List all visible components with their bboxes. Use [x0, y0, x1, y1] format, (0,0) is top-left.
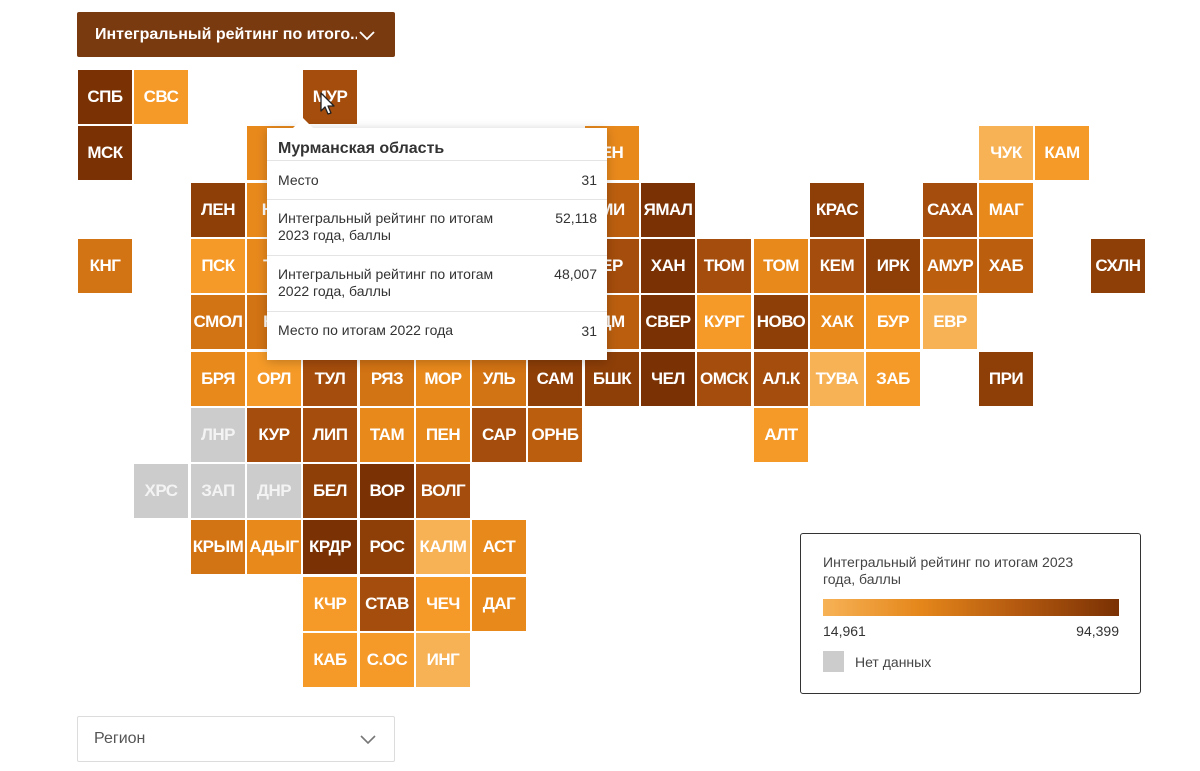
region-tile[interactable]: ПРИ	[979, 352, 1033, 406]
region-tile[interactable]: КАБ	[303, 633, 357, 687]
region-tile[interactable]: ПЕН	[416, 408, 470, 462]
region-tile[interactable]: ТОМ	[754, 239, 808, 293]
region-tile[interactable]: САР	[472, 408, 526, 462]
region-tile[interactable]: ТАМ	[360, 408, 414, 462]
chevron-down-icon	[359, 30, 375, 40]
region-tile[interactable]: БШК	[585, 352, 639, 406]
tooltip-row-rating-2022: Интегральный рейтинг по итогам 2022 года…	[267, 255, 607, 311]
legend-max: 94,399	[1076, 623, 1119, 639]
indicator-dropdown-label: Интегральный рейтинг по итого...	[95, 25, 357, 43]
region-tooltip: Мурманская область Место 31 Интегральный…	[267, 118, 607, 360]
region-tile[interactable]: ТУВА	[810, 352, 864, 406]
region-tile[interactable]: АМУР	[923, 239, 977, 293]
region-tile[interactable]: САМ	[528, 352, 582, 406]
region-tile[interactable]: СВС	[134, 70, 188, 124]
region-tile[interactable]: ПСК	[191, 239, 245, 293]
region-tile[interactable]: КЧР	[303, 577, 357, 631]
region-tile[interactable]: ЗАП	[191, 464, 245, 518]
region-tile[interactable]: МАГ	[979, 183, 1033, 237]
region-tile[interactable]: ДНР	[247, 464, 301, 518]
region-tile[interactable]: НОВО	[754, 295, 808, 349]
no-data-swatch	[823, 651, 844, 672]
region-dropdown[interactable]: Регион	[77, 716, 395, 762]
tooltip-value: 31	[581, 172, 597, 188]
region-tile[interactable]: КУРГ	[697, 295, 751, 349]
region-tile[interactable]: АСТ	[472, 520, 526, 574]
tooltip-row-rating-2023: Интегральный рейтинг по итогам 2023 года…	[267, 199, 607, 255]
region-tile[interactable]: КНГ	[78, 239, 132, 293]
legend-range: 14,961 94,399	[823, 623, 1119, 639]
region-tile[interactable]: АДЫГ	[247, 520, 301, 574]
region-tile[interactable]: ТУЛ	[303, 352, 357, 406]
region-tile[interactable]: КРЫМ	[191, 520, 245, 574]
region-tile[interactable]: С.ОС	[360, 633, 414, 687]
region-tile[interactable]: ДАГ	[472, 577, 526, 631]
region-tile[interactable]: ЗАБ	[866, 352, 920, 406]
region-tile[interactable]: БУР	[866, 295, 920, 349]
region-tile[interactable]: РЯЗ	[360, 352, 414, 406]
region-tile[interactable]: ИРК	[866, 239, 920, 293]
tooltip-value: 31	[581, 322, 597, 339]
tooltip-label: Интегральный рейтинг по итогам 2023 года…	[278, 210, 494, 243]
region-tile[interactable]: ТЮМ	[697, 239, 751, 293]
region-tile[interactable]: РОС	[360, 520, 414, 574]
region-tile[interactable]: СПБ	[78, 70, 132, 124]
region-tile[interactable]: МУР	[303, 70, 357, 124]
region-tile[interactable]: ЧЕЛ	[641, 352, 695, 406]
tooltip-value: 48,007	[554, 266, 597, 282]
tooltip-title: Мурманская область	[278, 140, 445, 157]
tooltip-value: 52,118	[555, 210, 597, 226]
region-tile[interactable]: ХРС	[134, 464, 188, 518]
region-tile[interactable]: СТАВ	[360, 577, 414, 631]
legend-min: 14,961	[823, 623, 866, 639]
region-tile[interactable]: ЯМАЛ	[641, 183, 695, 237]
legend-gradient-bar	[823, 599, 1119, 616]
region-tile[interactable]: АЛТ	[754, 408, 808, 462]
region-tile[interactable]: КРДР	[303, 520, 357, 574]
region-tile[interactable]: ЛЕН	[191, 183, 245, 237]
region-tile[interactable]: АЛ.К	[754, 352, 808, 406]
region-tile[interactable]: ХАН	[641, 239, 695, 293]
region-tile[interactable]: КАЛМ	[416, 520, 470, 574]
region-tile[interactable]: САХА	[923, 183, 977, 237]
tooltip-label: Место	[278, 171, 319, 188]
tooltip-label: Место по итогам 2022 года	[278, 322, 454, 338]
region-tile[interactable]: ВОЛГ	[416, 464, 470, 518]
tooltip-label: Интегральный рейтинг по итогам 2022 года…	[278, 266, 494, 299]
region-tile[interactable]: СМОЛ	[191, 295, 245, 349]
region-tile[interactable]: ЕВР	[923, 295, 977, 349]
region-tile[interactable]: МОР	[416, 352, 470, 406]
region-tile[interactable]: ХАК	[810, 295, 864, 349]
chevron-down-icon	[360, 735, 376, 745]
region-tile[interactable]: ВОР	[360, 464, 414, 518]
indicator-dropdown[interactable]: Интегральный рейтинг по итого...	[77, 12, 395, 57]
region-tile[interactable]: ОМСК	[697, 352, 751, 406]
region-tile[interactable]: ЧУК	[979, 126, 1033, 180]
tooltip-row-place-2022: Место по итогам 2022 года 31	[267, 311, 607, 349]
region-tile[interactable]: ХАБ	[979, 239, 1033, 293]
region-tile[interactable]: СВЕР	[641, 295, 695, 349]
region-tile[interactable]: БЕЛ	[303, 464, 357, 518]
no-data-label: Нет данных	[855, 653, 932, 670]
region-tile[interactable]: ОРНБ	[528, 408, 582, 462]
region-tile[interactable]: КАМ	[1035, 126, 1089, 180]
tooltip-row-place: Место 31	[267, 160, 607, 199]
region-tile[interactable]: КРАС	[810, 183, 864, 237]
region-tile[interactable]: ЛИП	[303, 408, 357, 462]
tooltip-arrow	[293, 118, 313, 128]
region-tile[interactable]: КЕМ	[810, 239, 864, 293]
legend-no-data: Нет данных	[823, 651, 1118, 672]
color-legend: Интегральный рейтинг по итогам 2023 года…	[800, 533, 1141, 694]
region-tile[interactable]: ЧЕЧ	[416, 577, 470, 631]
region-tile[interactable]: МСК	[78, 126, 132, 180]
region-dropdown-label: Регион	[94, 730, 146, 747]
region-tile[interactable]: БРЯ	[191, 352, 245, 406]
region-tile[interactable]: ЛНР	[191, 408, 245, 462]
region-tile[interactable]: ИНГ	[416, 633, 470, 687]
region-tile[interactable]: КУР	[247, 408, 301, 462]
region-tile[interactable]: ОРЛ	[247, 352, 301, 406]
legend-title: Интегральный рейтинг по итогам 2023 года…	[823, 554, 1074, 587]
region-tile[interactable]: СХЛН	[1091, 239, 1145, 293]
region-tile[interactable]: УЛЬ	[472, 352, 526, 406]
